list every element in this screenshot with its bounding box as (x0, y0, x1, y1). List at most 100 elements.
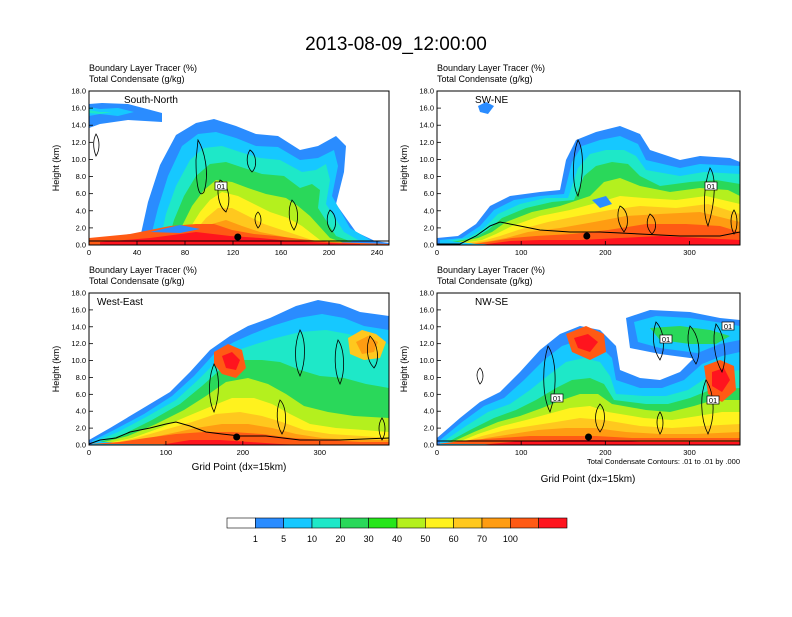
contour-label-box (706, 395, 720, 405)
y-tick-label: 18.0 (71, 289, 86, 298)
colorbar-label: 20 (335, 534, 345, 544)
panel-label: NW-SE (475, 297, 508, 308)
y-axis-title: Height (km) (51, 145, 61, 192)
plot-frame (88, 90, 390, 246)
contour-label: 01 (217, 182, 225, 191)
panel-subtitle-condensate: Total Condensate (g/kg) (437, 74, 533, 84)
colorbar: 1 5 10 20 30 40 50 60 70 100 (226, 517, 568, 544)
colorbar-label: 100 (503, 534, 518, 544)
contour-note: Total Condensate Contours: .01 to .01 by… (587, 457, 740, 466)
colorbar-swatch (396, 517, 426, 529)
colorbar-swatch (481, 517, 511, 529)
contour-label: 01 (724, 322, 732, 331)
colorbar-label: 40 (392, 534, 402, 544)
panel-subtitle-tracer: Boundary Layer Tracer (%) (89, 63, 197, 73)
y-tick-label: 8.0 (76, 373, 86, 382)
condensate-contours (573, 139, 738, 235)
x-tick-label: 200 (599, 448, 612, 457)
contour-label: 01 (662, 335, 670, 344)
y-axis: 0.0 2.0 4.0 6.0 8.0 10.0 12.0 14.0 16.0 18.0 (71, 87, 93, 250)
x-axis: 0 100 200 300 (87, 441, 326, 457)
colorbar-label: 70 (477, 534, 487, 544)
y-tick-label: 10.0 (71, 155, 86, 164)
x-tick-label: 300 (683, 248, 696, 257)
panel-subtitle-tracer: Boundary Layer Tracer (%) (437, 63, 545, 73)
x-tick-label: 300 (314, 448, 327, 457)
y-tick-label: 4.0 (76, 407, 86, 416)
panel-subtitle-tracer: Boundary Layer Tracer (%) (89, 265, 197, 275)
y-tick-label: 6.0 (76, 189, 86, 198)
x-tick-label: 200 (323, 248, 336, 257)
terrain-line (437, 221, 741, 245)
y-tick-label: 16.0 (419, 305, 434, 314)
contour-label-box (214, 181, 228, 191)
colorbar-label: 30 (364, 534, 374, 544)
panel-subtitle-condensate: Total Condensate (g/kg) (437, 276, 533, 286)
x-tick-label: 100 (160, 448, 173, 457)
x-axis-title: Grid Point (dx=15km) (192, 462, 287, 473)
tracer-field (437, 310, 740, 445)
x-axis: 0 100 200 300 (435, 241, 696, 257)
x-tick-label: 0 (87, 248, 91, 257)
y-tick-label: 8.0 (424, 172, 434, 181)
y-tick-label: 16.0 (419, 104, 434, 113)
y-tick-label: 10.0 (419, 155, 434, 164)
y-tick-label: 6.0 (424, 390, 434, 399)
y-axis: 0.0 2.0 4.0 6.0 8.0 10.0 12.0 14.0 16.0 18.0 (71, 289, 93, 450)
x-tick-label: 120 (227, 248, 240, 257)
y-axis: 0.0 2.0 4.0 6.0 8.0 10.0 12.0 14.0 16.0 18.0 (419, 289, 441, 450)
colorbar-swatch (255, 517, 284, 529)
y-tick-label: 12.0 (419, 339, 434, 348)
y-tick-label: 2.0 (76, 223, 86, 232)
y-tick-label: 4.0 (424, 407, 434, 416)
y-tick-label: 2.0 (424, 424, 434, 433)
colorbar-label: 10 (307, 534, 317, 544)
colorbar-swatch (340, 517, 369, 529)
contour-label: 01 (707, 182, 715, 191)
panel-nw-se: Boundary Layer Tracer (%) Total Condensa… (399, 265, 741, 485)
x-tick-label: 80 (181, 248, 189, 257)
y-tick-label: 12.0 (71, 138, 86, 147)
x-tick-label: 300 (683, 448, 696, 457)
y-tick-label: 18.0 (419, 87, 434, 96)
panel-south-north: Boundary Layer Tracer (%) Total Condensa… (51, 63, 390, 257)
condensate-contours (476, 321, 726, 435)
y-tick-label: 10.0 (419, 356, 434, 365)
x-tick-label: 0 (87, 448, 91, 457)
y-tick-label: 6.0 (424, 189, 434, 198)
colorbar-label: 1 (253, 534, 258, 544)
y-tick-label: 2.0 (424, 223, 434, 232)
y-tick-label: 10.0 (71, 356, 86, 365)
panel-subtitle-tracer: Boundary Layer Tracer (%) (437, 265, 545, 275)
x-tick-label: 200 (237, 448, 250, 457)
y-tick-label: 12.0 (419, 138, 434, 147)
y-tick-label: 0.0 (76, 441, 86, 450)
y-tick-label: 4.0 (76, 206, 86, 215)
y-tick-label: 0.0 (76, 241, 86, 250)
x-axis: 0 100 200 300 (435, 441, 696, 457)
y-axis-title: Height (km) (399, 145, 409, 192)
point-marker (583, 232, 591, 240)
x-axis: 0 40 80 120 160 200 240 (87, 241, 383, 257)
y-tick-label: 14.0 (71, 121, 86, 130)
y-tick-label: 18.0 (71, 87, 86, 96)
x-tick-label: 100 (515, 248, 528, 257)
y-tick-label: 14.0 (71, 322, 86, 331)
x-tick-label: 240 (371, 248, 384, 257)
y-tick-label: 16.0 (71, 305, 86, 314)
contour-label: 01 (553, 394, 561, 403)
y-axis: 0.0 2.0 4.0 6.0 8.0 10.0 12.0 14.0 16.0 18.0 (419, 87, 441, 250)
tracer-field (89, 103, 389, 245)
colorbar-label: 60 (449, 534, 459, 544)
y-tick-label: 12.0 (71, 339, 86, 348)
y-tick-label: 6.0 (76, 390, 86, 399)
figure-title: 2013-08-09_12:00:00 (305, 34, 487, 55)
y-tick-label: 8.0 (76, 172, 86, 181)
colorbar-swatch (311, 517, 341, 529)
colorbar-label: 50 (420, 534, 430, 544)
point-marker (233, 433, 241, 441)
y-tick-label: 14.0 (419, 322, 434, 331)
contour-label-box (550, 393, 564, 403)
x-tick-label: 160 (275, 248, 288, 257)
